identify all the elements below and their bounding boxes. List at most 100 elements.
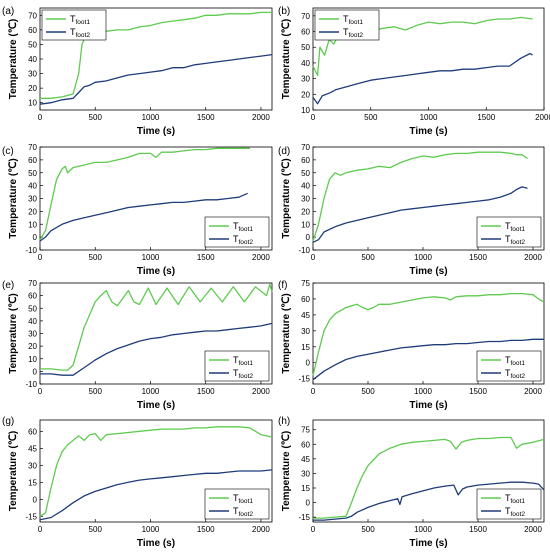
y-tick-label: -15 [25, 512, 37, 521]
y-tick-label: 20 [28, 342, 37, 351]
y-tick-label: 40 [28, 317, 37, 326]
y-tick-label: 40 [301, 182, 310, 191]
x-tick-label: 1000 [414, 253, 432, 262]
legend-entry-foot2: Tfoot2 [70, 27, 90, 39]
x-tick-label: 1500 [197, 525, 215, 534]
x-tick-label: 2000 [252, 387, 270, 396]
y-tick-label: 70 [28, 143, 37, 152]
legend-box [204, 216, 270, 248]
x-axis-label: Time (s) [409, 266, 447, 277]
x-tick-label: 1500 [477, 113, 495, 122]
y-tick-label: -10 [25, 246, 37, 255]
panel-label: (e) [2, 280, 14, 291]
x-tick-label: 0 [38, 525, 43, 534]
legend-entry-foot2: Tfoot2 [233, 234, 253, 246]
legend-entry-foot1: Tfoot1 [70, 14, 90, 26]
y-tick-label: 60 [301, 440, 310, 449]
y-tick-label: 60 [28, 292, 37, 301]
y-tick-label: 0 [306, 359, 311, 368]
legend-entry-foot1: Tfoot1 [233, 221, 253, 233]
y-tick-label: -10 [298, 246, 310, 255]
x-tick-label: 0 [311, 113, 316, 122]
y-tick-label: 15 [301, 484, 310, 493]
y-tick-label: 20 [301, 90, 310, 99]
y-axis-label: Temperature (℃) [8, 293, 19, 374]
y-tick-label: 10 [301, 106, 310, 115]
x-tick-label: 0 [38, 253, 43, 262]
x-tick-label: 2000 [252, 253, 270, 262]
y-tick-label: 15 [301, 343, 310, 352]
legend-box [476, 216, 542, 248]
y-tick-label: -15 [298, 513, 310, 522]
y-axis-label: Temperature (℃) [281, 293, 292, 374]
series-line-foot1 [39, 147, 250, 241]
legend-box [314, 9, 380, 41]
series-line-foot2 [312, 338, 544, 381]
x-tick-label: 500 [364, 113, 378, 122]
series-line-foot2 [312, 186, 528, 243]
y-axis-label: Temperature (℃) [8, 158, 19, 239]
y-tick-label: 30 [301, 75, 310, 84]
y-tick-label: 20 [28, 207, 37, 216]
x-tick-label: 0 [311, 525, 316, 534]
series-line-foot2 [312, 52, 533, 105]
legend-box [476, 350, 542, 382]
legend-entry-foot2: Tfoot2 [343, 27, 363, 39]
y-tick-label: 60 [28, 26, 37, 35]
y-tick-label: 30 [301, 195, 310, 204]
y-tick-label: 45 [28, 444, 37, 453]
y-tick-label: -15 [298, 375, 310, 384]
y-tick-label: 30 [301, 327, 310, 336]
x-tick-label: 1500 [197, 253, 215, 262]
x-tick-label: 1000 [142, 253, 160, 262]
plot-frame [312, 282, 545, 385]
legend-entry-foot2: Tfoot2 [233, 368, 253, 380]
x-tick-label: 2000 [535, 113, 550, 122]
legend-entry-foot1: Tfoot1 [505, 493, 525, 505]
y-tick-label: 60 [301, 295, 310, 304]
x-tick-label: 0 [311, 253, 316, 262]
x-tick-label: 500 [89, 525, 103, 534]
y-tick-label: 20 [28, 84, 37, 93]
y-tick-label: 20 [301, 207, 310, 216]
y-axis-label: Temperature (℃) [8, 19, 19, 100]
y-tick-label: 50 [28, 304, 37, 313]
legend-entry-foot1: Tfoot1 [505, 221, 525, 233]
legend-box [476, 488, 542, 520]
panel-label: (f) [278, 280, 287, 291]
x-tick-label: 1000 [420, 113, 438, 122]
x-tick-label: 500 [361, 253, 375, 262]
x-tick-label: 2000 [252, 525, 270, 534]
legend-entry-foot1: Tfoot1 [505, 355, 525, 367]
series-line-foot2 [40, 322, 273, 376]
y-tick-label: 10 [301, 220, 310, 229]
series-line-foot2 [39, 53, 273, 105]
x-tick-label: 1000 [414, 525, 432, 534]
x-axis-label: Time (s) [409, 126, 447, 137]
legend-box [204, 488, 270, 520]
x-tick-label: 500 [89, 113, 103, 122]
x-axis-label: Time (s) [409, 400, 447, 411]
x-tick-label: 2000 [252, 113, 270, 122]
series-line-foot1 [40, 283, 273, 371]
y-tick-label: 50 [301, 169, 310, 178]
legend-entry-foot2: Tfoot2 [233, 506, 253, 518]
y-tick-label: 40 [28, 55, 37, 64]
x-tick-label: 1500 [469, 387, 487, 396]
y-tick-label: 70 [28, 279, 37, 288]
legend-box [204, 350, 270, 382]
y-tick-label: 0 [306, 233, 311, 242]
series-line-foot1 [313, 436, 545, 519]
y-axis-label: Temperature (℃) [8, 431, 19, 512]
panel-label: (a) [2, 6, 14, 17]
x-axis-label: Time (s) [137, 266, 175, 277]
